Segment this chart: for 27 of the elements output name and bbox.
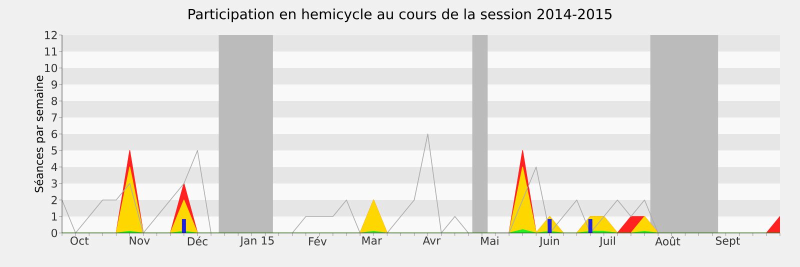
x-tick-label: Sept [716, 236, 740, 247]
y-axis-title: Séances par semaine [34, 76, 46, 192]
x-tick-label: Oct [70, 236, 89, 245]
x-tick-label: Mar [362, 236, 382, 245]
x-tick-label: Jan 15 [240, 236, 274, 247]
y-tick-label: 4 [51, 162, 58, 171]
y-tick-label: 12 [45, 30, 57, 40]
y-tick-label: 8 [52, 96, 58, 106]
x-tick-label: Nov [130, 236, 150, 245]
x-tick-label: Fév [309, 236, 327, 246]
y-tick-label: 9 [52, 80, 58, 89]
y-tick-label: 3 [52, 179, 57, 188]
x-tick-label: Mai [481, 236, 498, 246]
y-tick-label: 5 [52, 146, 57, 155]
x-tick-label: Avr [422, 236, 441, 245]
y-tick-label: 10 [45, 64, 58, 72]
y-tick-label: 11 [45, 47, 57, 56]
y-tick-label: 7 [52, 113, 57, 122]
x-tick-label: Juin [539, 236, 559, 248]
y-tick-label: 2 [52, 196, 57, 204]
y-tick-label: 0 [52, 228, 58, 238]
x-tick-label: Déc [188, 236, 208, 246]
y-tick-label: 1 [52, 212, 57, 220]
x-tick-label: Juil [599, 236, 615, 248]
chart-title: Participation en hemicycle au cours de la session 2014-2015 [188, 8, 612, 22]
y-tick-label: 6 [52, 130, 58, 138]
x-tick-label: Août [655, 236, 680, 246]
